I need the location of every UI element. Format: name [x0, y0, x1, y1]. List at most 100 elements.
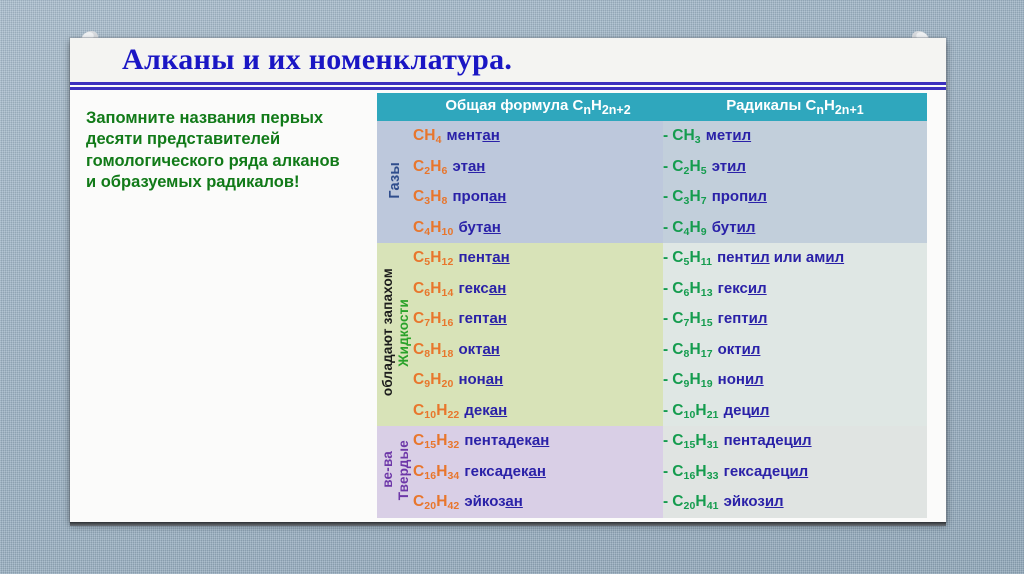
state-label-primary: Твердые — [395, 439, 411, 500]
alkane-cell: C10H22 декан — [413, 395, 663, 426]
table-body: Газы CH4 ментан - CH3 метил C2H6 этан - C2H5 эти… — [377, 121, 927, 518]
alkane-formula: CH4 — [413, 127, 442, 147]
alkane-cell: C5H12 пентан — [413, 243, 663, 274]
state-group-label: Газы — [377, 121, 413, 243]
radical-formula: C4H9 — [672, 218, 707, 238]
radical-name: метил — [705, 127, 752, 145]
header-general-formula: Общая формула CnH2n+2 — [413, 93, 663, 121]
alkane-formula: C2H6 — [413, 157, 448, 177]
state-label-secondary: ве-ва — [379, 451, 395, 489]
alkane-cell: C15H32 пентадекан — [413, 426, 663, 457]
radical-cell: - CH3 метил — [663, 121, 927, 152]
radical-cell: - C9H19 нонил — [663, 365, 927, 396]
radical-formula: C20H41 — [672, 493, 719, 513]
table-row: C20H42 эйкозан - C20H41 эйкозил — [377, 487, 927, 518]
table-row: C9H20 нонан - C9H19 нонил — [377, 365, 927, 396]
table-header: Общая формула CnH2n+2 Радикалы CnH2n+1 — [377, 93, 927, 121]
header-state — [377, 93, 413, 121]
radical-cell: - C15H31 пентадецил — [663, 426, 927, 457]
radical-formula: C5H11 — [672, 249, 713, 269]
alkane-formula: C6H14 — [413, 279, 454, 299]
radical-cell: - C7H15 гептил — [663, 304, 927, 335]
alkane-nomenclature-table: Общая формула CnH2n+2 Радикалы CnH2n+1 Г… — [377, 93, 927, 518]
alkane-name: бутан — [458, 218, 501, 236]
radical-name: гептил — [717, 310, 768, 328]
radical-cell: - C4H9 бутил — [663, 212, 927, 243]
table-row: Твердые ве-ва C15H32 пентадекан - C15H31 пент… — [377, 426, 927, 518]
alkane-formula: C4H10 — [413, 218, 454, 238]
alkane-name: пентадекан — [464, 432, 550, 450]
alkane-name: пентан — [458, 249, 510, 267]
instruction-note: Запомните названия первых десяти предста… — [86, 109, 340, 192]
alkane-formula: C5H12 — [413, 249, 454, 269]
radical-cell: - C5H11 пентил или амил — [663, 243, 927, 274]
radical-formula: C2H5 — [672, 157, 707, 177]
alkane-cell: C7H16 гептан — [413, 304, 663, 335]
state-label-secondary: обладают запахом — [379, 268, 395, 397]
table-row: Жидкости обладают запахом C5H12 пентан - C5H… — [377, 243, 927, 426]
radical-dash: - — [663, 462, 669, 480]
state-group-label: Жидкости обладают запахом — [377, 243, 413, 426]
radical-dash: - — [663, 401, 669, 419]
radical-name: октил — [717, 340, 761, 358]
alkane-formula: C20H42 — [413, 493, 460, 513]
alkane-name: октан — [458, 340, 500, 358]
alkane-formula: C3H8 — [413, 188, 448, 208]
radical-cell: - C3H7 пропил — [663, 182, 927, 213]
page-title: Алканы и их номенклатура. — [122, 43, 513, 76]
alkane-name: ментан — [446, 127, 500, 145]
alkane-cell: C4H10 бутан — [413, 212, 663, 243]
table-row: C2H6 этан - C2H5 этил — [377, 151, 927, 182]
radical-dash: - — [663, 279, 669, 297]
radical-dash: - — [663, 493, 669, 511]
alkane-name: гексадекан — [464, 462, 546, 480]
table-row: C7H16 гептан - C7H15 гептил — [377, 304, 927, 335]
radical-dash: - — [663, 218, 669, 236]
radical-cell: - C8H17 октил — [663, 334, 927, 365]
radical-formula: C16H33 — [672, 462, 719, 482]
radical-name: нонил — [717, 371, 764, 389]
radical-dash: - — [663, 432, 669, 450]
alkane-formula: C9H20 — [413, 371, 454, 391]
radical-name: пропил — [711, 188, 767, 206]
alkane-cell: C6H14 гексан — [413, 273, 663, 304]
header-radicals: Радикалы CnH2n+1 — [663, 93, 927, 121]
alkane-name: гептан — [458, 310, 507, 328]
table-row: C6H14 гексан - C6H13 гексил — [377, 273, 927, 304]
radical-formula: C8H17 — [672, 340, 713, 360]
alkane-name: декан — [464, 401, 508, 419]
alkane-cell: C20H42 эйкозан — [413, 487, 663, 518]
alkane-formula: C15H32 — [413, 432, 460, 452]
radical-cell: - C6H13 гексил — [663, 273, 927, 304]
alkane-cell: C9H20 нонан — [413, 365, 663, 396]
state-label-primary: Газы — [387, 161, 403, 199]
radical-name: пентил или амил — [717, 249, 845, 267]
alkane-formula: C8H18 — [413, 340, 454, 360]
alkane-name: эйкозан — [464, 493, 523, 511]
alkane-formula: C7H16 — [413, 310, 454, 330]
radical-formula: CH3 — [672, 127, 701, 147]
radical-dash: - — [663, 340, 669, 358]
table-row: C16H34 гексадекан - C16H33 гексадецил — [377, 456, 927, 487]
radical-formula: C10H21 — [672, 401, 719, 421]
radical-dash: - — [663, 188, 669, 206]
radical-formula: C6H13 — [672, 279, 713, 299]
slide-panel: Алканы и их номенклатура. Запомните назв… — [70, 38, 946, 526]
radical-cell: - C10H21 децил — [663, 395, 927, 426]
alkane-name: пропан — [452, 188, 507, 206]
table-row: C4H10 бутан - C4H9 бутил — [377, 212, 927, 243]
radical-formula: C15H31 — [672, 432, 719, 452]
radical-formula: C7H15 — [672, 310, 713, 330]
radical-cell: - C20H41 эйкозил — [663, 487, 927, 518]
alkane-cell: CH4 ментан — [413, 121, 663, 152]
table-row: Газы CH4 ментан - CH3 метил — [377, 121, 927, 243]
radical-formula: C3H7 — [672, 188, 707, 208]
radical-name: этил — [711, 157, 746, 175]
radical-name: децил — [723, 401, 770, 419]
table-row: C3H8 пропан - C3H7 пропил — [377, 182, 927, 213]
alkane-cell: C16H34 гексадекан — [413, 456, 663, 487]
radical-name: гексил — [717, 279, 767, 297]
alkane-cell: C8H18 октан — [413, 334, 663, 365]
radical-name: гексадецил — [723, 462, 809, 480]
alkane-cell: C3H8 пропан — [413, 182, 663, 213]
